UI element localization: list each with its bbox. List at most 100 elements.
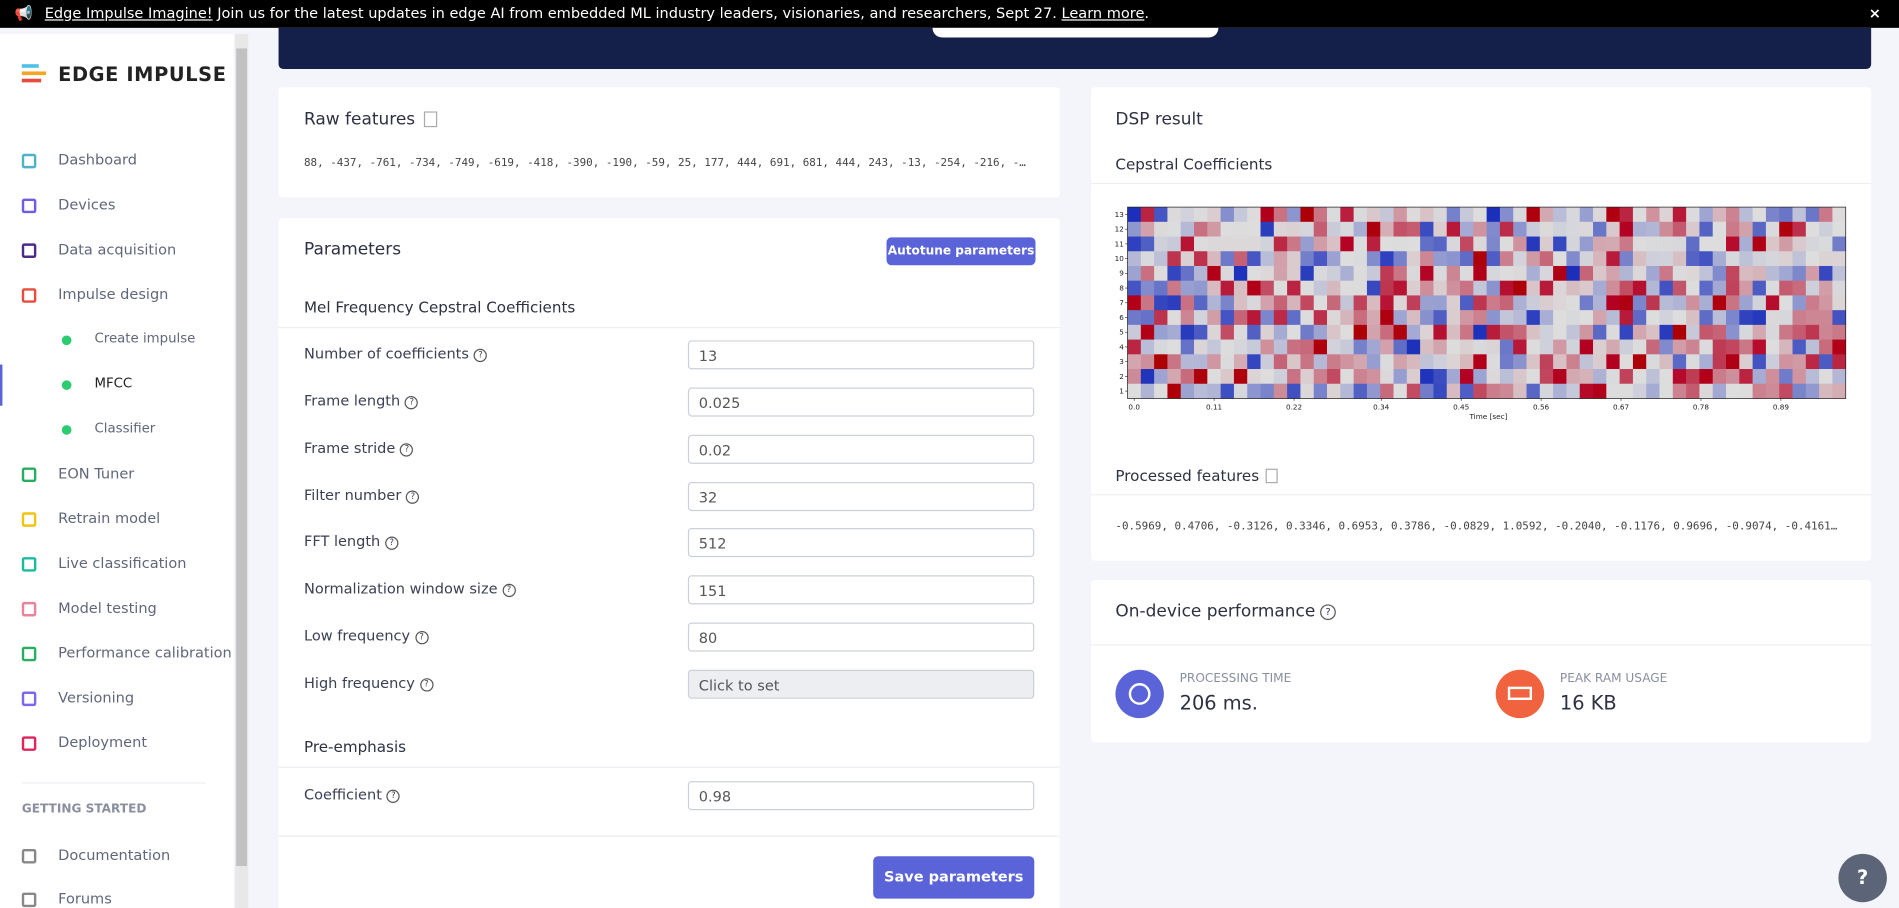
heatmap-cell xyxy=(1287,324,1301,340)
heatmap-cell xyxy=(1606,339,1620,355)
heatmap-cell xyxy=(1486,236,1501,252)
close-button[interactable]: × xyxy=(1868,4,1881,22)
heatmap-cell xyxy=(1353,280,1368,296)
input[interactable]: 13 xyxy=(687,340,1035,370)
nav-subitem[interactable]: MFCC xyxy=(94,375,133,392)
help-icon[interactable]: ? xyxy=(400,443,414,457)
heatmap-cell xyxy=(1699,236,1714,252)
copy-icon[interactable] xyxy=(1265,468,1278,484)
heatmap-cell xyxy=(1513,236,1527,252)
x-tick-label: 0.34 xyxy=(1373,402,1390,411)
heatmap-cell xyxy=(1406,339,1421,355)
help-button[interactable]: ? xyxy=(1838,853,1887,903)
nav-item[interactable]: Versioning xyxy=(58,689,135,707)
help-icon[interactable]: ? xyxy=(405,396,419,410)
heatmap-cell xyxy=(1287,251,1301,267)
heatmap-cell xyxy=(1167,339,1182,355)
heatmap-cell xyxy=(1233,280,1248,296)
help-icon[interactable]: ? xyxy=(406,490,420,504)
heatmap-cell xyxy=(1566,339,1581,355)
heatmap-cell xyxy=(1765,236,1780,252)
nav-subitem[interactable]: Classifier xyxy=(94,420,156,436)
nav-item[interactable]: Documentation xyxy=(58,846,171,864)
heatmap-cell xyxy=(1127,236,1142,252)
heatmap-cell xyxy=(1579,383,1594,399)
heatmap-cell xyxy=(1805,354,1820,370)
x-tick-label: 0.45 xyxy=(1453,402,1469,411)
heatmap-cell xyxy=(1154,295,1168,311)
nav-item[interactable]: Dashboard xyxy=(58,151,137,169)
nav-item[interactable]: Live classification xyxy=(58,554,187,572)
copy-icon[interactable] xyxy=(423,111,438,128)
heatmap-cell xyxy=(1393,207,1408,223)
nav-item[interactable]: Impulse design xyxy=(58,285,169,303)
heatmap-cell xyxy=(1593,354,1607,370)
heatmap-cell xyxy=(1672,251,1687,267)
banner-link[interactable]: Edge Impulse Imagine! xyxy=(44,4,213,22)
perf-title: On-device performance xyxy=(1115,601,1316,622)
heatmap-cell xyxy=(1233,354,1248,370)
heatmap-cell xyxy=(1207,265,1221,282)
heatmap-cell xyxy=(1366,236,1381,252)
heatmap-cell xyxy=(1207,310,1221,326)
help-icon[interactable]: ? xyxy=(502,583,516,598)
heatmap-cell xyxy=(1420,265,1434,282)
input[interactable]: 0.02 xyxy=(687,434,1035,464)
heatmap-cell xyxy=(1819,280,1833,296)
heatmap-cell xyxy=(1765,310,1780,326)
input[interactable]: 512 xyxy=(687,528,1035,558)
heatmap-cell xyxy=(1127,324,1142,340)
nav-icon xyxy=(21,512,37,527)
nav-item[interactable]: Forums xyxy=(58,890,112,908)
heatmap-cell xyxy=(1140,236,1155,252)
help-icon[interactable]: ? xyxy=(473,348,488,363)
help-icon[interactable]: ? xyxy=(386,789,401,803)
heatmap-cell xyxy=(1207,280,1221,296)
heatmap-cell xyxy=(1287,207,1301,223)
heatmap-cell xyxy=(1499,207,1514,223)
heatmap-cell xyxy=(1513,310,1527,326)
input[interactable]: 151 xyxy=(687,575,1035,605)
label-text: Normalization window size xyxy=(303,580,498,598)
autotune-button[interactable]: Autotune parameters xyxy=(886,237,1036,266)
input[interactable]: 32 xyxy=(687,482,1035,512)
help-icon[interactable]: ? xyxy=(414,630,429,645)
heatmap-cell xyxy=(1300,383,1315,399)
heatmap-cell xyxy=(1340,354,1354,370)
input[interactable]: 0.025 xyxy=(687,387,1035,417)
heatmap-cell xyxy=(1805,280,1820,296)
heatmap-cell xyxy=(1194,383,1208,399)
heatmap-cell xyxy=(1247,339,1261,355)
heatmap-cell xyxy=(1433,310,1448,326)
nav-item[interactable]: Retrain model xyxy=(58,509,161,527)
nav-item[interactable]: EON Tuner xyxy=(58,465,135,483)
nav-item[interactable]: Deployment xyxy=(58,733,148,751)
heatmap-cell xyxy=(1154,251,1168,267)
nav-item[interactable]: Devices xyxy=(58,196,116,214)
heatmap-cell xyxy=(1765,369,1780,385)
heatmap-cell xyxy=(1154,354,1168,370)
nav-item[interactable]: Model testing xyxy=(58,599,157,617)
input[interactable]: 0.98 xyxy=(687,781,1035,811)
heatmap-cell xyxy=(1380,310,1394,326)
metric-icon xyxy=(1495,669,1545,719)
heatmap-cell xyxy=(1194,221,1208,237)
help-icon[interactable]: ? xyxy=(385,536,399,550)
heatmap-cell xyxy=(1539,251,1554,267)
heatmap-cell xyxy=(1393,236,1408,252)
help-icon[interactable]: ? xyxy=(419,678,434,692)
input[interactable]: Click to set xyxy=(687,669,1035,699)
nav-subitem[interactable]: Create impulse xyxy=(94,330,196,347)
nav-item[interactable]: Performance calibration xyxy=(58,644,232,662)
nav-item[interactable]: Data acquisition xyxy=(58,241,177,258)
heatmap-cell xyxy=(1154,369,1168,385)
heatmap-cell xyxy=(1792,265,1807,282)
heatmap-cell xyxy=(1752,207,1767,223)
input[interactable]: 80 xyxy=(687,622,1035,652)
heatmap-cell xyxy=(1566,265,1581,282)
save-button[interactable]: Save parameters xyxy=(873,856,1035,899)
learn-more[interactable]: Learn more xyxy=(1061,4,1145,22)
heatmap-cell xyxy=(1739,324,1753,340)
heatmap-cell xyxy=(1619,236,1634,252)
